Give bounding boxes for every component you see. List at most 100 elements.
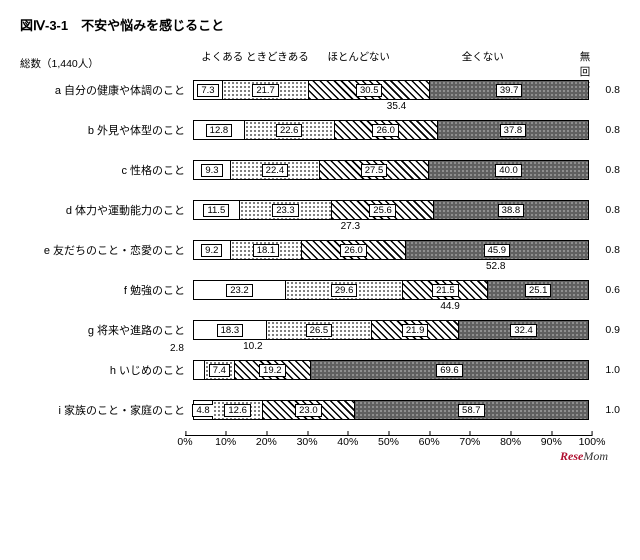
segment-value: 19.2 xyxy=(259,364,286,377)
bar: 7.321.730.539.7 xyxy=(193,80,589,100)
segment: 23.3 xyxy=(240,201,333,219)
legend-area: よくある ときどきある ほとんどない 全くない 無回答 xyxy=(185,49,592,67)
segment-value: 38.8 xyxy=(498,204,525,217)
segment: 18.3 xyxy=(194,321,267,339)
segment-value: 37.8 xyxy=(500,124,527,137)
segment: 29.6 xyxy=(286,281,403,299)
segment: 38.8 xyxy=(434,201,588,219)
chart-row: a 自分の健康や体調のこと7.321.730.539.70.8 xyxy=(20,75,620,105)
axis-tick: 70% xyxy=(459,436,480,448)
segment: 7.3 xyxy=(194,81,223,99)
segment: 9.3 xyxy=(194,161,231,179)
segment: 19.2 xyxy=(235,361,311,379)
segment: 23.2 xyxy=(194,281,286,299)
row-label: a 自分の健康や体調のこと xyxy=(20,82,193,98)
segment-value: 45.9 xyxy=(484,244,511,257)
segment: 26.0 xyxy=(335,121,438,139)
logo-left: Rese xyxy=(560,449,583,463)
segment: 18.1 xyxy=(231,241,303,259)
segment xyxy=(194,361,205,379)
segment-value: 32.4 xyxy=(510,324,537,337)
sum-annotation: 35.4 xyxy=(387,101,406,112)
axis-tick: 80% xyxy=(500,436,521,448)
sum-annotation: 27.3 xyxy=(341,221,360,232)
segment: 12.6 xyxy=(213,401,263,419)
segment-value: 39.7 xyxy=(496,84,523,97)
segment-value: 25.6 xyxy=(369,204,396,217)
no-answer-value: 0.6 xyxy=(589,284,620,296)
legend-never: 全くない xyxy=(462,49,504,64)
bar: 11.5 23.3 25.6 38.8 xyxy=(193,200,589,220)
sum-annotation: 10.2 xyxy=(243,341,262,352)
segment: 69.6 xyxy=(311,361,588,379)
axis-tick: 30% xyxy=(297,436,318,448)
row-label: f 勉強のこと xyxy=(20,282,193,298)
bar: 9.3 22.4 27.5 40.0 xyxy=(193,160,589,180)
bar: 18.3 26.5 21.9 32.4 xyxy=(193,320,589,340)
axis-tick: 20% xyxy=(256,436,277,448)
chart-row: c 性格のこと9.322.427.540.00.8 xyxy=(20,155,620,185)
segment: 37.8 xyxy=(438,121,588,139)
bar: 23.229.6 21.5 25.1 xyxy=(193,280,589,300)
row-label: e 友だちのこと・恋愛のこと xyxy=(20,242,193,258)
segment: 23.0 xyxy=(263,401,354,419)
segment-value: 69.6 xyxy=(436,364,463,377)
chart-row: d 体力や運動能力のこと11.5 23.3 25.6 38.8 0.8 xyxy=(20,195,620,225)
logo: ReseMom xyxy=(560,449,608,464)
sum-annotation: 44.9 xyxy=(440,301,459,312)
segment: 7.4 xyxy=(205,361,234,379)
header-row: 総数（1,440人） よくある ときどきある ほとんどない 全くない 無回答 xyxy=(20,49,620,71)
segment-value: 7.3 xyxy=(197,84,218,97)
segment: 22.4 xyxy=(231,161,320,179)
segment: 58.7 xyxy=(355,401,588,419)
chart-rows: a 自分の健康や体調のこと7.321.730.539.70.8b 外見や体型のこ… xyxy=(20,75,620,425)
segment: 25.6 xyxy=(332,201,434,219)
bar: 4.812.6 23.0 58.7 xyxy=(193,400,589,420)
row-label: g 将来や進路のこと xyxy=(20,322,193,338)
axis-row: 0%10%20%30%40%50%60%70%80%90%100% xyxy=(20,435,620,452)
bar: 7.4 19.2 69.6 xyxy=(193,360,589,380)
row-label: c 性格のこと xyxy=(20,162,193,178)
segment: 21.9 xyxy=(372,321,459,339)
segment-value: 21.7 xyxy=(252,84,279,97)
sum-annotation: 52.8 xyxy=(486,261,505,272)
legend-sometimes: ときどきある xyxy=(246,49,309,64)
segment-value: 27.5 xyxy=(361,164,388,177)
segment: 45.9 xyxy=(406,241,588,259)
bar: 12.822.626.037.8 xyxy=(193,120,589,140)
segment-value: 23.0 xyxy=(295,404,322,417)
segment-value: 26.5 xyxy=(306,324,333,337)
segment-value: 9.3 xyxy=(201,164,222,177)
segment: 27.5 xyxy=(320,161,429,179)
segment: 32.4 xyxy=(459,321,588,339)
legend-often: よくある xyxy=(201,49,243,64)
row-label: d 体力や運動能力のこと xyxy=(20,202,193,218)
segment-value: 40.0 xyxy=(495,164,522,177)
no-answer-value: 0.9 xyxy=(589,324,620,336)
row-label: b 外見や体型のこと xyxy=(20,122,193,138)
axis-tick: 10% xyxy=(215,436,236,448)
logo-right: Mom xyxy=(583,449,608,463)
chart-row: f 勉強のこと52.823.229.621.525.10.6 xyxy=(20,275,620,305)
segment-value: 4.8 xyxy=(192,404,213,417)
segment-value: 21.5 xyxy=(432,284,459,297)
segment: 21.7 xyxy=(223,81,309,99)
no-answer-value: 0.8 xyxy=(589,244,620,256)
bar: 9.2 18.1 26.0 45.9 xyxy=(193,240,589,260)
segment: 25.1 xyxy=(488,281,587,299)
segment: 11.5 xyxy=(194,201,240,219)
segment-value: 23.3 xyxy=(272,204,299,217)
chart-title: 図Ⅳ-3-1 不安や悩みを感じること xyxy=(20,15,620,34)
segment-value: 26.0 xyxy=(340,244,367,257)
segment-value: 9.2 xyxy=(201,244,222,257)
segment-value: 18.1 xyxy=(253,244,280,257)
no-answer-value: 1.0 xyxy=(589,364,620,376)
legend-rarely: ほとんどない xyxy=(327,49,389,64)
segment-value: 12.8 xyxy=(206,124,233,137)
row-label: h いじめのこと xyxy=(20,362,193,378)
segment: 21.5 xyxy=(403,281,488,299)
no-answer-value: 0.8 xyxy=(589,204,620,216)
chart-row: h いじめのこと2.810.27.419.269.61.0 xyxy=(20,355,620,385)
axis-tick: 0% xyxy=(177,436,192,448)
chart-row: b 外見や体型のこと35.412.822.626.037.80.8 xyxy=(20,115,620,145)
